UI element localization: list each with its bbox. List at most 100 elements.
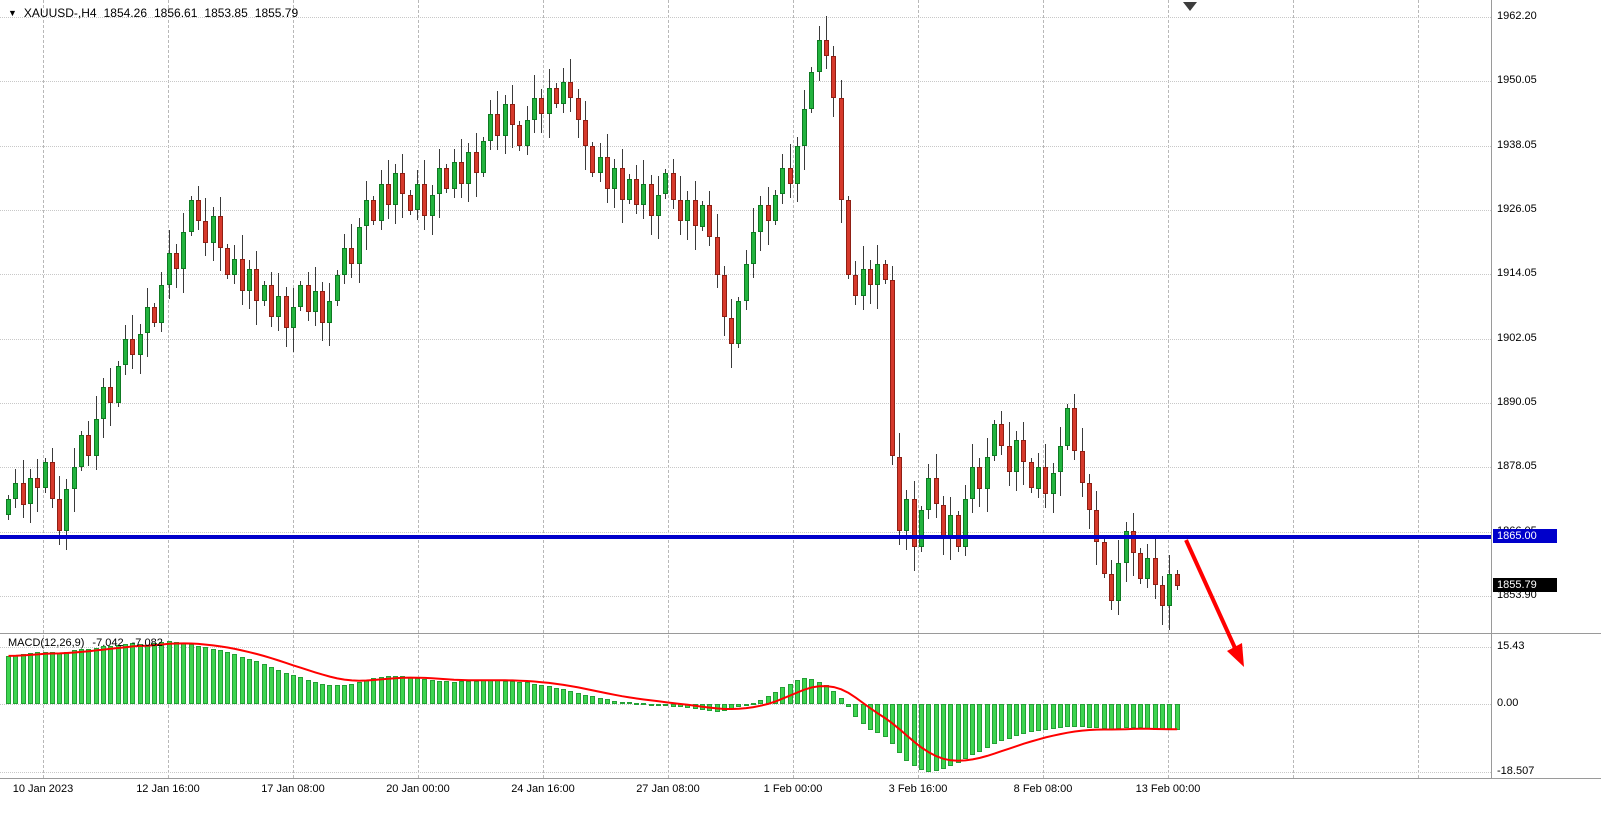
macd-histogram-bar [27, 653, 33, 704]
time-axis-label: 1 Feb 00:00 [763, 783, 823, 795]
candle [568, 82, 574, 99]
candle [875, 264, 881, 286]
macd-histogram-bar [407, 676, 413, 704]
candle [1021, 440, 1027, 462]
macd-indicator-panel[interactable] [0, 634, 1491, 778]
candle [203, 221, 209, 243]
candle [349, 248, 355, 264]
candle [604, 157, 610, 190]
candle [210, 215, 216, 243]
gridline-vertical [43, 0, 44, 778]
candle [583, 119, 588, 147]
gridline-horizontal [0, 467, 1491, 469]
macd-histogram-bar [195, 645, 201, 704]
symbol-dropdown-icon[interactable]: ▼ [8, 8, 17, 18]
candle [1043, 467, 1049, 494]
candle [590, 146, 596, 174]
time-axis-label: 17 Jan 08:00 [261, 783, 325, 795]
candle [729, 317, 735, 345]
macd-histogram-bar [531, 683, 537, 704]
candle [612, 167, 618, 190]
macd-value: -7.042 [92, 637, 124, 649]
candle [787, 167, 793, 184]
gridline-vertical [418, 0, 419, 778]
macd-histogram-bar [641, 703, 647, 706]
gridline-vertical [668, 0, 669, 778]
candle [1006, 445, 1012, 473]
macd-histogram-bar [940, 703, 946, 770]
price-axis-label: 1950.05 [1497, 74, 1537, 87]
price-axis-label: 1890.05 [1497, 395, 1537, 408]
macd-histogram-bar [57, 653, 63, 704]
candle [1116, 563, 1122, 601]
macd-histogram-bar [232, 654, 238, 704]
candle [371, 199, 377, 222]
macd-histogram-bar [444, 681, 450, 704]
macd-histogram-bar [919, 703, 924, 771]
chart-bottom-border [0, 778, 1601, 779]
macd-histogram-bar [152, 643, 158, 704]
candle [510, 103, 515, 125]
candle [853, 274, 859, 297]
macd-histogram-bar [1101, 703, 1107, 729]
macd-histogram-bar [371, 678, 377, 704]
time-axis-label: 27 Jan 08:00 [636, 783, 700, 795]
macd-axis-label: 15.43 [1497, 639, 1525, 652]
candle [1065, 408, 1071, 446]
candle [35, 477, 41, 489]
candle [699, 205, 705, 227]
macd-histogram-bar [831, 690, 837, 704]
gridline-vertical [1293, 0, 1294, 778]
candle [407, 194, 413, 211]
macd-histogram-bar [488, 679, 494, 704]
panel-separator[interactable] [0, 633, 1601, 634]
candle [57, 499, 63, 532]
macd-histogram-bar [911, 703, 917, 767]
candle [1072, 408, 1078, 452]
macd-histogram-bar [334, 685, 340, 704]
candle [276, 296, 282, 318]
candle [232, 258, 238, 275]
horizontal-line-1865[interactable] [0, 534, 1491, 539]
candle [619, 167, 625, 200]
candle [597, 157, 603, 174]
macd-histogram-bar [612, 700, 618, 704]
candle [816, 39, 822, 72]
macd-histogram-bar [867, 703, 873, 730]
gridline-vertical [1043, 0, 1044, 778]
macd-histogram-bar [261, 664, 267, 704]
candle [955, 515, 961, 548]
macd-histogram-bar [590, 696, 596, 704]
macd-caption: MACD(12,26,9) -7.042 -7.082 [8, 637, 163, 649]
macd-gridline [0, 771, 1491, 773]
macd-histogram-bar [948, 703, 954, 767]
macd-histogram-bar [13, 655, 19, 704]
candle [20, 483, 26, 505]
candle [451, 162, 457, 190]
candle [290, 306, 296, 329]
candle [846, 199, 851, 275]
macd-histogram-bar [561, 689, 567, 704]
macd-histogram-bar [984, 703, 990, 748]
candle [743, 264, 749, 302]
chart-shift-marker-icon[interactable] [1183, 2, 1197, 11]
macd-histogram-bar [1072, 703, 1078, 727]
candle [948, 515, 954, 537]
macd-histogram-bar [714, 703, 720, 712]
macd-histogram-bar [320, 683, 326, 704]
candle [49, 461, 55, 500]
macd-histogram-bar [904, 703, 910, 761]
macd-histogram-bar [1065, 703, 1071, 727]
macd-histogram-bar [144, 644, 150, 704]
price-axis-label: 1914.05 [1497, 267, 1537, 280]
candle [101, 387, 106, 420]
macd-histogram-bar [772, 692, 778, 704]
macd-histogram-bar [71, 650, 77, 704]
macd-histogram-bar [64, 651, 70, 704]
candle [247, 269, 252, 291]
gridline-horizontal [0, 531, 1491, 533]
macd-label: MACD(12,26,9) [8, 637, 85, 649]
candle [904, 499, 910, 532]
price-axis-gutter[interactable] [1492, 0, 1601, 778]
macd-histogram-bar [327, 684, 333, 704]
